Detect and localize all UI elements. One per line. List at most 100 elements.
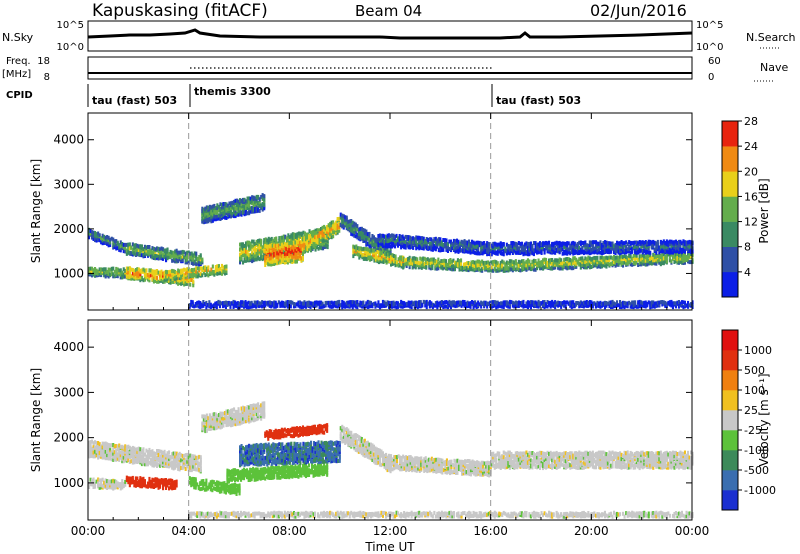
data-cell [670, 299, 673, 304]
data-cell [91, 233, 94, 238]
data-cell [661, 244, 664, 249]
data-cell [596, 248, 599, 253]
data-cell [643, 244, 646, 249]
data-cell [207, 273, 210, 278]
data-cell [421, 302, 424, 307]
data-cell [350, 228, 353, 232]
data-cell [294, 242, 297, 247]
data-cell [508, 259, 511, 264]
data-cell [445, 238, 448, 243]
data-cell [520, 303, 523, 308]
data-cell [250, 300, 253, 305]
data-cell [572, 243, 575, 248]
data-cell [431, 241, 434, 246]
data-cell [195, 274, 198, 279]
data-cell [162, 247, 165, 252]
data-cell [391, 244, 394, 249]
data-cell [368, 300, 371, 305]
data-cell [143, 275, 146, 280]
data-cell [312, 301, 315, 306]
data-cell [603, 249, 606, 253]
data-cell [405, 260, 408, 265]
data-cell [473, 264, 476, 268]
data-cell [641, 301, 644, 306]
data-cell [464, 265, 467, 269]
data-cell [554, 300, 557, 305]
data-cell [647, 254, 650, 259]
data-cell [579, 265, 582, 270]
data-cell [281, 235, 284, 240]
data-cell [384, 258, 387, 263]
data-cell [656, 300, 659, 305]
data-cell [623, 305, 626, 310]
data-cell [429, 261, 432, 265]
data-cell [338, 216, 341, 221]
data-cell [504, 268, 507, 273]
data-cell [242, 260, 245, 265]
data-cell [245, 245, 248, 250]
data-cell [655, 250, 658, 255]
data-cell [226, 203, 229, 208]
data-cell [261, 207, 264, 212]
data-cell [104, 267, 107, 272]
data-cell [292, 251, 295, 256]
data-cell [127, 270, 130, 275]
data-cell [168, 251, 171, 256]
data-cell [285, 303, 288, 308]
data-cell [662, 300, 665, 305]
data-cell [271, 262, 274, 266]
data-cell [492, 260, 495, 264]
data-cell [92, 237, 95, 241]
data-cell [184, 271, 187, 276]
data-cell [291, 248, 294, 253]
data-cell [353, 300, 356, 305]
data-cell [425, 237, 428, 241]
data-cell [263, 203, 266, 208]
data-cell [130, 276, 133, 281]
data-cell [590, 257, 593, 262]
data-cell [362, 304, 365, 309]
data-cell [298, 256, 301, 261]
data-cell [201, 208, 204, 213]
data-cell [602, 248, 605, 253]
data-cell [118, 245, 121, 250]
data-cell [478, 263, 481, 267]
data-cell [646, 253, 649, 258]
data-cell [507, 301, 510, 306]
data-cell [578, 261, 581, 266]
data-cell [554, 245, 557, 250]
data-cell [218, 300, 221, 305]
data-cell [596, 241, 599, 246]
data-cell [193, 259, 196, 264]
data-cell [400, 235, 403, 239]
data-cell [208, 303, 211, 308]
data-cell [603, 240, 606, 245]
data-cell [478, 251, 481, 256]
data-cell [619, 300, 622, 304]
data-cell [116, 240, 119, 245]
data-cell [410, 243, 413, 248]
data-cell [605, 245, 608, 249]
data-cell [274, 258, 277, 263]
data-cell [564, 265, 567, 270]
data-cell [590, 250, 593, 255]
data-cell [622, 249, 625, 254]
data-cell [455, 303, 458, 308]
data-cell [326, 239, 329, 244]
data-cell [691, 240, 694, 245]
data-cell [486, 252, 489, 257]
data-cell [154, 269, 157, 274]
data-cell [239, 198, 242, 203]
data-cell [531, 303, 534, 307]
data-cell [159, 247, 162, 252]
nave-tick-bottom: 0 [708, 72, 714, 83]
data-cell [274, 261, 277, 266]
data-cell [260, 242, 263, 247]
data-cell [184, 268, 187, 273]
data-cell [356, 305, 359, 310]
data-cell [472, 267, 475, 272]
data-cell [566, 251, 569, 256]
data-cell [632, 260, 635, 265]
data-cell [348, 223, 351, 228]
data-cell [146, 273, 149, 277]
